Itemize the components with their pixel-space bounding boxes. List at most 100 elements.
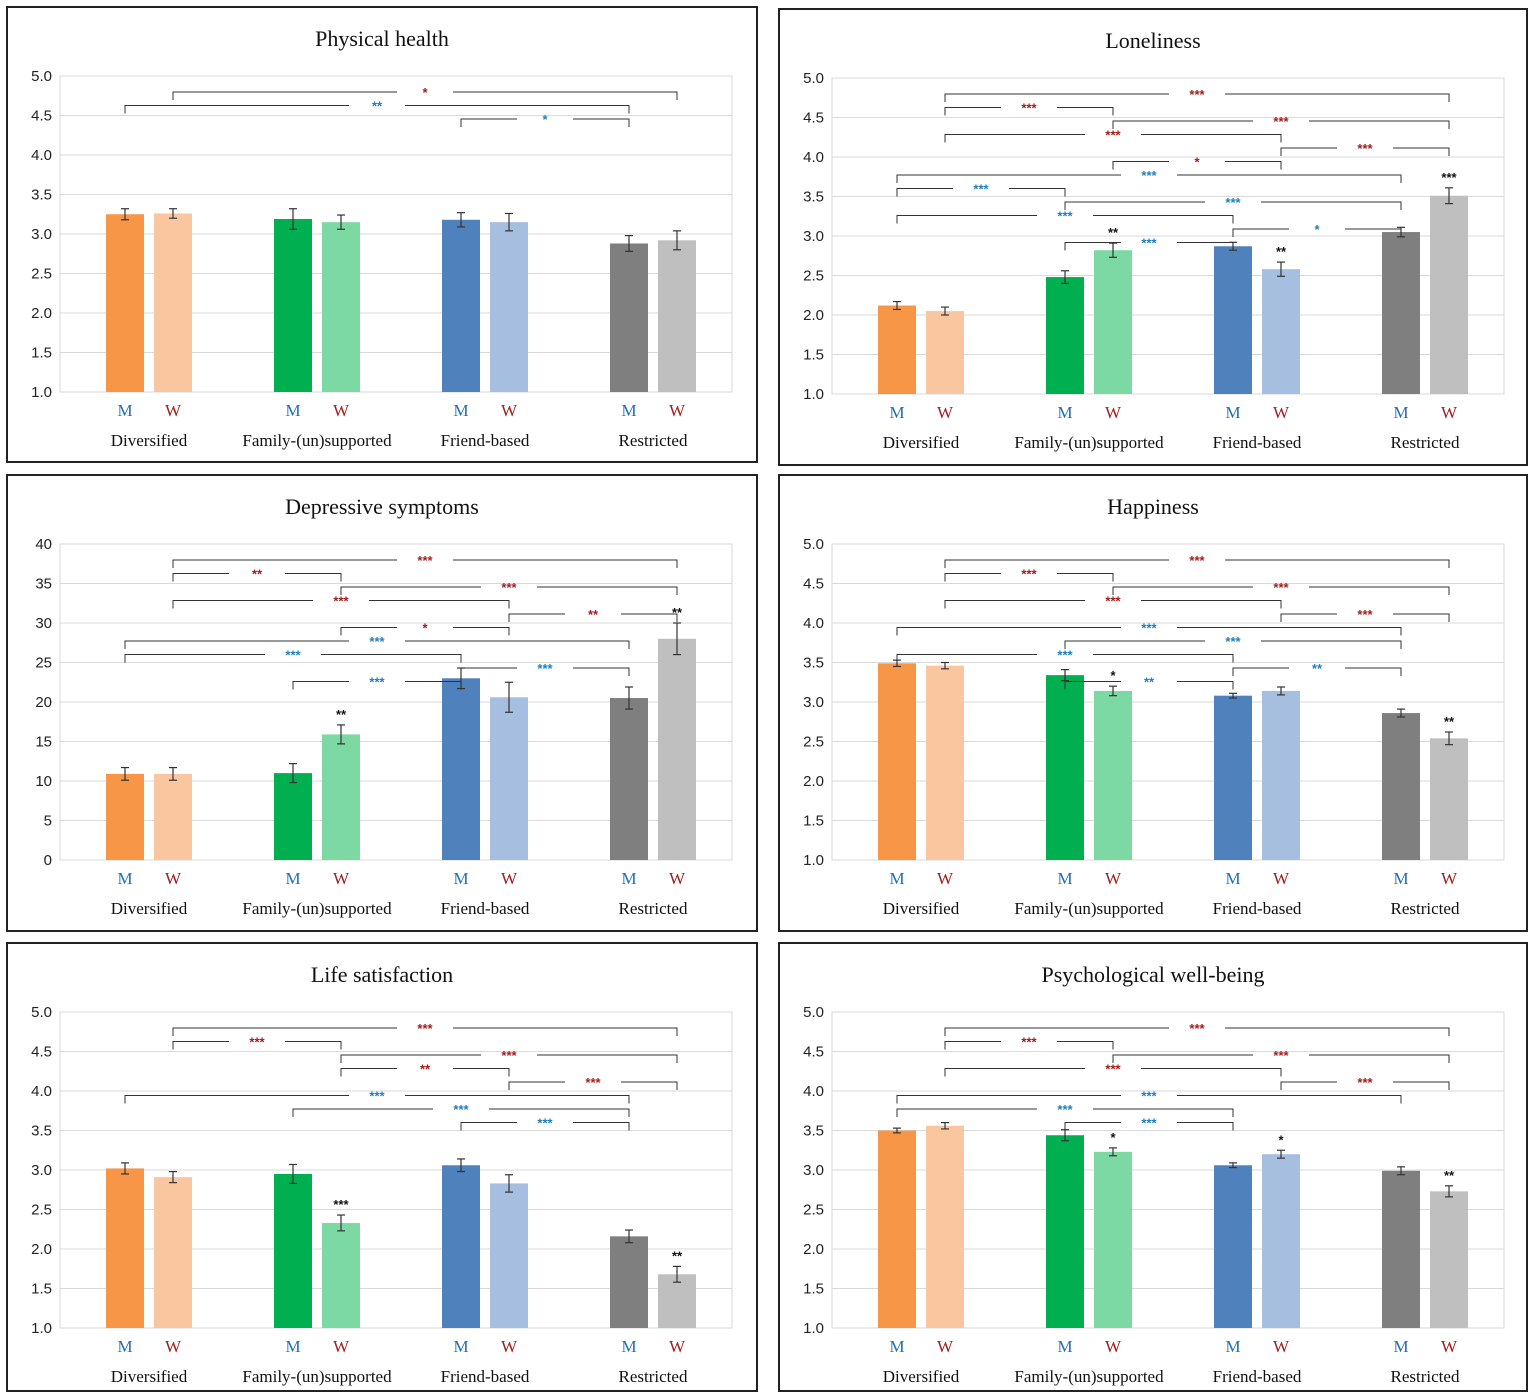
y-tick-label: 2.0 — [31, 1241, 52, 1258]
gender-label-m: M — [1393, 1337, 1408, 1356]
bar-diversified-w — [926, 665, 964, 860]
significance-label: *** — [1141, 1089, 1157, 1104]
significance-bracket: *** — [896, 168, 1402, 183]
y-tick-label: 2.5 — [803, 734, 824, 751]
group-label-restricted: Restricted — [619, 1367, 688, 1386]
bar-diversified-w — [154, 213, 192, 392]
gender-label-w: W — [1105, 869, 1122, 888]
y-tick-label: 2.0 — [803, 1241, 824, 1258]
group-label-friend-based: Friend-based — [1213, 899, 1302, 918]
gender-label-m: M — [117, 1337, 132, 1356]
y-tick-label: 4.5 — [31, 108, 52, 125]
gender-label-w: W — [333, 869, 350, 888]
significance-bracket: *** — [896, 621, 1402, 636]
significance-bracket: ** — [340, 1062, 510, 1077]
significance-bracket: * — [172, 85, 678, 100]
gender-label-m: M — [889, 1337, 904, 1356]
group-label-family-un-supported: Family-(un)supported — [242, 431, 392, 450]
significance-bracket: *** — [944, 553, 1450, 568]
chart-psychological-well-being: Psychological well-being 1.0 1.5 2.0 2.5 3.0 3… — [803, 962, 1505, 1386]
significance-label: *** — [1057, 1102, 1073, 1117]
significance-bracket: *** — [896, 1089, 1402, 1104]
bar-restricted-m — [610, 243, 648, 392]
sex-difference-label: * — [1278, 1132, 1284, 1147]
significance-label: *** — [1189, 87, 1205, 102]
significance-bracket: *** — [340, 580, 678, 595]
y-tick-label: 40 — [35, 536, 52, 553]
y-tick-label: 1.0 — [803, 1320, 824, 1337]
gender-label-m: M — [1225, 1337, 1240, 1356]
gender-label-m: M — [285, 1337, 300, 1356]
significance-bracket: ** — [1064, 675, 1234, 690]
gender-label-m: M — [453, 1337, 468, 1356]
chart-title: Depressive symptoms — [285, 494, 479, 519]
significance-label: *** — [1357, 141, 1373, 156]
bar-restricted-m — [1382, 713, 1420, 860]
gender-label-m: M — [621, 401, 636, 420]
group-label-diversified: Diversified — [111, 431, 188, 450]
gender-label-m: M — [1393, 403, 1408, 422]
gender-label-w: W — [1105, 1337, 1122, 1356]
sex-difference-label: ** — [1276, 244, 1287, 259]
y-tick-label: 5.0 — [803, 70, 824, 87]
significance-label: *** — [1057, 648, 1073, 663]
bar-family-un-supported-m — [1046, 277, 1084, 394]
significance-bracket: *** — [1064, 1116, 1234, 1131]
significance-bracket: *** — [172, 1021, 678, 1036]
bar-friend-based-w — [1262, 690, 1300, 860]
significance-bracket: *** — [172, 594, 510, 609]
y-tick-label: 1.0 — [803, 852, 824, 869]
y-tick-label: 15 — [35, 734, 52, 751]
y-tick-label: 3.0 — [803, 1162, 824, 1179]
significance-label: *** — [369, 1089, 385, 1104]
significance-label: ** — [252, 567, 263, 582]
bar-diversified-m — [878, 305, 916, 394]
bar-family-un-supported-w — [322, 1222, 360, 1328]
significance-label: *** — [285, 648, 301, 663]
significance-label: *** — [1273, 580, 1289, 595]
gender-label-w: W — [1441, 403, 1458, 422]
sex-difference-label: *** — [1441, 170, 1457, 185]
significance-label: *** — [369, 675, 385, 690]
significance-label: *** — [1357, 1075, 1373, 1090]
bar-friend-based-m — [1214, 695, 1252, 860]
gender-label-w: W — [165, 1337, 182, 1356]
significance-label: *** — [249, 1035, 265, 1050]
gender-label-w: W — [669, 401, 686, 420]
significance-label: *** — [585, 1075, 601, 1090]
panel-happiness: Happiness 1.0 1.5 2.0 2.5 3.0 3.5 4.0 4.5 5.0 M W Di… — [778, 474, 1528, 932]
significance-label: *** — [1021, 101, 1037, 116]
bar-family-un-supported-w — [1094, 1151, 1132, 1328]
sex-difference-label: ** — [1444, 714, 1455, 729]
significance-label: *** — [417, 1021, 433, 1036]
significance-bracket: * — [340, 621, 510, 636]
significance-label: *** — [973, 182, 989, 197]
y-tick-label: 1.5 — [803, 813, 824, 830]
gender-label-m: M — [1057, 869, 1072, 888]
group-label-diversified: Diversified — [883, 899, 960, 918]
y-tick-label: 5.0 — [31, 1004, 52, 1021]
significance-bracket: *** — [1112, 1048, 1450, 1063]
group-label-family-un-supported: Family-(un)supported — [242, 899, 392, 918]
gender-label-w: W — [165, 869, 182, 888]
bar-diversified-w — [926, 311, 964, 394]
bar-friend-based-w — [490, 222, 528, 392]
group-label-family-un-supported: Family-(un)supported — [1014, 433, 1164, 452]
group-label-diversified: Diversified — [883, 433, 960, 452]
y-tick-label: 2.0 — [31, 305, 52, 322]
significance-bracket: *** — [1064, 634, 1402, 649]
sex-difference-label: ** — [672, 1248, 683, 1263]
significance-bracket: ** — [1232, 661, 1402, 676]
y-tick-label: 1.0 — [31, 1320, 52, 1337]
bar-family-un-supported-m — [1046, 675, 1084, 860]
chart-depressive-symptoms: Depressive symptoms 0 5 10 15 20 25 30 35 40 M W Div… — [35, 494, 733, 918]
group-label-friend-based: Friend-based — [1213, 1367, 1302, 1386]
bar-diversified-m — [878, 1130, 916, 1328]
panel-depressive-symptoms: Depressive symptoms 0 5 10 15 20 25 30 35 40 M W Div… — [6, 474, 758, 932]
panel-loneliness: Loneliness 1.0 1.5 2.0 2.5 3.0 3.5 4.0 4.5 5.0 M W D… — [778, 8, 1528, 466]
y-tick-label: 3.5 — [803, 655, 824, 672]
bar-restricted-m — [1382, 1170, 1420, 1328]
group-label-restricted: Restricted — [1391, 433, 1460, 452]
significance-bracket: *** — [460, 661, 630, 676]
